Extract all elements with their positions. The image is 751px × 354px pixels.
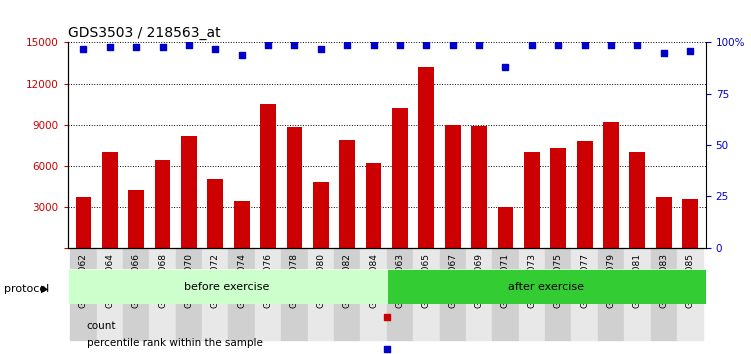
Bar bbox=[439, 248, 466, 340]
Point bbox=[473, 42, 485, 47]
Bar bbox=[572, 248, 598, 340]
Point bbox=[605, 42, 617, 47]
Point bbox=[341, 42, 353, 47]
Bar bbox=[360, 248, 387, 340]
Text: ▶: ▶ bbox=[41, 284, 49, 293]
Bar bbox=[498, 207, 514, 248]
Text: count: count bbox=[87, 321, 116, 331]
Bar bbox=[629, 152, 645, 248]
Text: after exercise: after exercise bbox=[508, 282, 584, 292]
Point bbox=[210, 46, 222, 51]
Bar bbox=[128, 190, 144, 248]
Bar bbox=[287, 127, 303, 248]
Bar bbox=[202, 248, 228, 340]
Bar bbox=[550, 148, 566, 248]
Bar bbox=[366, 163, 382, 248]
Bar bbox=[492, 248, 519, 340]
Bar bbox=[387, 248, 413, 340]
Bar bbox=[650, 248, 677, 340]
FancyBboxPatch shape bbox=[387, 269, 706, 304]
Bar bbox=[260, 104, 276, 248]
Bar bbox=[418, 67, 434, 248]
Point bbox=[526, 42, 538, 47]
Point bbox=[394, 42, 406, 47]
Bar bbox=[334, 248, 360, 340]
Bar bbox=[466, 248, 492, 340]
Bar bbox=[255, 248, 282, 340]
Point bbox=[156, 44, 168, 50]
Point bbox=[421, 42, 433, 47]
Bar bbox=[392, 108, 408, 248]
Bar bbox=[624, 248, 650, 340]
Bar bbox=[677, 248, 703, 340]
Point bbox=[447, 42, 459, 47]
Bar bbox=[682, 199, 698, 248]
Point bbox=[104, 44, 116, 50]
Bar bbox=[234, 201, 249, 248]
Point bbox=[288, 42, 300, 47]
Point bbox=[552, 42, 564, 47]
Point bbox=[130, 44, 142, 50]
Bar bbox=[181, 136, 197, 248]
Bar bbox=[308, 248, 334, 340]
Point bbox=[77, 46, 89, 51]
Bar bbox=[445, 125, 460, 248]
FancyBboxPatch shape bbox=[68, 269, 387, 304]
Bar bbox=[603, 122, 619, 248]
Point bbox=[262, 42, 274, 47]
Point bbox=[658, 50, 670, 56]
Bar bbox=[524, 152, 540, 248]
Bar bbox=[97, 248, 123, 340]
Bar bbox=[207, 179, 223, 248]
Point bbox=[578, 42, 590, 47]
Bar bbox=[76, 197, 92, 248]
Bar bbox=[176, 248, 202, 340]
Bar bbox=[102, 152, 118, 248]
Bar bbox=[149, 248, 176, 340]
Bar bbox=[598, 248, 624, 340]
Bar bbox=[577, 141, 593, 248]
Bar bbox=[519, 248, 545, 340]
Text: GDS3503 / 218563_at: GDS3503 / 218563_at bbox=[68, 26, 220, 40]
Point bbox=[381, 346, 393, 352]
Bar bbox=[123, 248, 149, 340]
Bar bbox=[228, 248, 255, 340]
Text: before exercise: before exercise bbox=[185, 282, 270, 292]
Bar bbox=[155, 160, 170, 248]
Text: percentile rank within the sample: percentile rank within the sample bbox=[87, 338, 263, 348]
Point bbox=[367, 42, 379, 47]
Bar bbox=[313, 182, 329, 248]
Bar bbox=[339, 140, 355, 248]
Text: protocol: protocol bbox=[4, 284, 49, 293]
Point bbox=[684, 48, 696, 53]
Bar bbox=[656, 197, 671, 248]
Bar bbox=[545, 248, 572, 340]
Bar bbox=[71, 248, 97, 340]
Bar bbox=[282, 248, 308, 340]
Point bbox=[381, 314, 393, 320]
Point bbox=[236, 52, 248, 58]
Bar bbox=[471, 126, 487, 248]
Point bbox=[315, 46, 327, 51]
Bar bbox=[413, 248, 439, 340]
Point bbox=[499, 64, 511, 70]
Point bbox=[183, 42, 195, 47]
Point bbox=[632, 42, 644, 47]
